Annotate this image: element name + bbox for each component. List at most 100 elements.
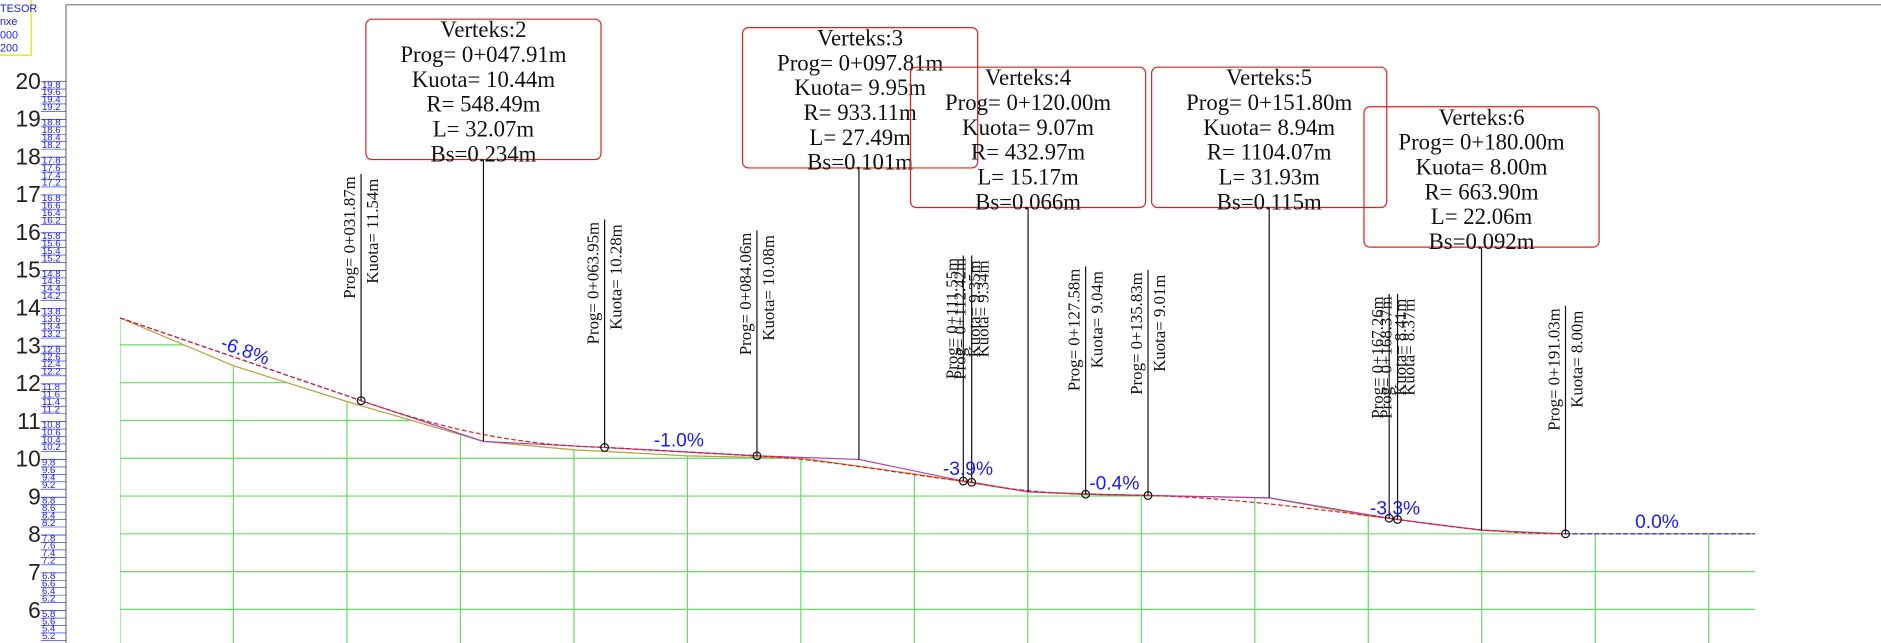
axis-minor-label: 14.6 bbox=[42, 276, 61, 287]
station-point bbox=[967, 477, 977, 487]
axis-minor-label: 5.4 bbox=[42, 624, 56, 635]
axis-minor-label: 16.6 bbox=[42, 201, 61, 212]
vertex-r: R= 548.49m bbox=[426, 92, 540, 117]
axis-minor-label: 14.4 bbox=[42, 284, 61, 295]
axis-minor-label: 12.4 bbox=[42, 359, 61, 370]
station-kuota: Kuota= 10.08m bbox=[759, 235, 778, 340]
station-prog: Prog= 0+084.06m bbox=[736, 233, 755, 355]
vertex-box bbox=[909, 66, 1147, 209]
station-point bbox=[958, 476, 968, 486]
grade-label: -0.4% bbox=[1089, 473, 1139, 494]
station-point bbox=[1143, 491, 1153, 500]
vertex-kuota: Kuota= 9.07m bbox=[962, 115, 1094, 140]
station-kuota: Kuota= 9.35m bbox=[965, 260, 984, 357]
axis-minor-label: 11.2 bbox=[42, 404, 60, 415]
grade-label: -3.3% bbox=[1370, 499, 1420, 520]
legend-text: 200 bbox=[0, 43, 18, 55]
vertex-prog: Prog= 0+097.81m bbox=[777, 50, 943, 75]
axis-minor-label: 13.8 bbox=[42, 307, 61, 318]
station-kuota: Kuota= 10.28m bbox=[606, 224, 625, 329]
vertex-r: R= 432.97m bbox=[971, 140, 1085, 165]
station-kuota: Kuota= 9.01m bbox=[1150, 275, 1169, 372]
vertex-name: Verteks:6 bbox=[1439, 105, 1525, 130]
axis-minor-label: 10.8 bbox=[42, 420, 61, 431]
axis-major-label: 15 bbox=[15, 257, 40, 283]
axis-major-label: 17 bbox=[15, 181, 40, 207]
vertex-box bbox=[1151, 66, 1388, 209]
axis-minor-label: 10.2 bbox=[42, 442, 61, 453]
vertex-box bbox=[741, 26, 979, 169]
axis-minor-label: 16.4 bbox=[42, 208, 61, 219]
axis-minor-label: 13.2 bbox=[42, 329, 61, 340]
vertex-bs: Bs=0.092m bbox=[1429, 229, 1535, 254]
axis-major-label: 16 bbox=[15, 219, 40, 245]
axis-minor-label: 15.4 bbox=[42, 246, 61, 257]
axis-minor-label: 14.8 bbox=[42, 269, 61, 280]
axis-minor-label: 9.6 bbox=[42, 465, 55, 476]
station-point bbox=[1384, 513, 1394, 523]
axis-minor-label: 7.6 bbox=[42, 541, 55, 552]
vertex-kuota: Kuota= 8.94m bbox=[1203, 115, 1335, 140]
axis-minor-label: 15.2 bbox=[42, 253, 61, 264]
axis-major-label: 12 bbox=[15, 370, 40, 396]
station-prog: Prog= 0+127.58m bbox=[1065, 269, 1084, 391]
axis-minor-label: 18.2 bbox=[42, 140, 61, 151]
vertex-l: L= 27.49m bbox=[809, 125, 911, 150]
axis-minor-label: 14.2 bbox=[42, 291, 61, 302]
vertex-name: Verteks:3 bbox=[817, 26, 903, 51]
axis-minor-label: 10.4 bbox=[42, 435, 61, 446]
vertex-name: Verteks:2 bbox=[440, 17, 526, 42]
vertex-kuota: Kuota= 9.95m bbox=[794, 75, 926, 100]
station-point bbox=[356, 396, 366, 406]
axis-major-label: 20 bbox=[15, 68, 40, 94]
axis-minor-label: 6.6 bbox=[42, 578, 55, 589]
vertex-l: L= 22.06m bbox=[1431, 204, 1533, 229]
axis-minor-label: 8.6 bbox=[42, 503, 55, 514]
axis-minor-label: 8.4 bbox=[42, 510, 56, 521]
vertex-box bbox=[365, 18, 602, 161]
station-prog: Prog= 0+111.55m bbox=[942, 258, 961, 379]
axis-minor-label: 17.8 bbox=[42, 155, 61, 166]
vertex-prog: Prog= 0+180.00m bbox=[1398, 130, 1564, 155]
vertex-l: L= 31.93m bbox=[1218, 165, 1320, 190]
axis-minor-label: 19.8 bbox=[42, 80, 61, 91]
axis-minor-label: 9.4 bbox=[42, 473, 56, 484]
vertex-name: Verteks:4 bbox=[985, 65, 1072, 90]
legend-text: TESOR bbox=[0, 3, 37, 15]
grade-label: -3.9% bbox=[943, 459, 993, 480]
station-point bbox=[1081, 489, 1091, 499]
station-prog: Prog= 0+167.26m bbox=[1368, 296, 1387, 418]
axis-minor-label: 12.6 bbox=[42, 352, 61, 363]
station-prog: Prog= 0+063.95m bbox=[584, 222, 603, 344]
vertex-bs: Bs=0.234m bbox=[431, 141, 537, 166]
axis-minor-label: 7.2 bbox=[42, 556, 55, 567]
station-kuota: Kuota= 8.41m bbox=[1391, 299, 1410, 396]
axis-minor-label: 9.2 bbox=[42, 480, 55, 491]
axis-minor-label: 16.2 bbox=[42, 215, 61, 226]
station-kuota: Kuota= 9.34m bbox=[973, 260, 992, 357]
axis-major-label: 11 bbox=[17, 408, 41, 434]
station-prog: Prog= 0+112.42m bbox=[951, 258, 970, 380]
axis-minor-label: 11.8 bbox=[42, 382, 60, 393]
station-prog: Prog= 0+168.37m bbox=[1377, 296, 1396, 418]
axis-minor-label: 6.8 bbox=[42, 571, 55, 582]
axis-minor-label: 11.4 bbox=[42, 397, 61, 408]
station-point bbox=[1561, 529, 1570, 539]
grade-label: -1.0% bbox=[654, 430, 704, 451]
axis-minor-label: 13.4 bbox=[42, 321, 61, 332]
vertex-prog: Prog= 0+151.80m bbox=[1186, 90, 1352, 115]
vertex-kuota: Kuota= 10.44m bbox=[412, 67, 555, 92]
axis-minor-label: 19.6 bbox=[42, 87, 61, 98]
axis-major-label: 18 bbox=[15, 143, 40, 169]
axis-minor-label: 11.6 bbox=[42, 390, 60, 401]
axis-minor-label: 10.6 bbox=[42, 427, 61, 438]
station-prog: Prog= 0+031.87m bbox=[340, 176, 359, 298]
vertex-name: Verteks:5 bbox=[1226, 65, 1312, 90]
legend-box bbox=[0, 0, 32, 56]
axis-minor-label: 18.4 bbox=[42, 132, 61, 143]
axis-minor-label: 6.4 bbox=[42, 586, 56, 597]
axis-minor-label: 5.2 bbox=[42, 631, 55, 642]
axis-minor-label: 6.2 bbox=[42, 593, 55, 604]
